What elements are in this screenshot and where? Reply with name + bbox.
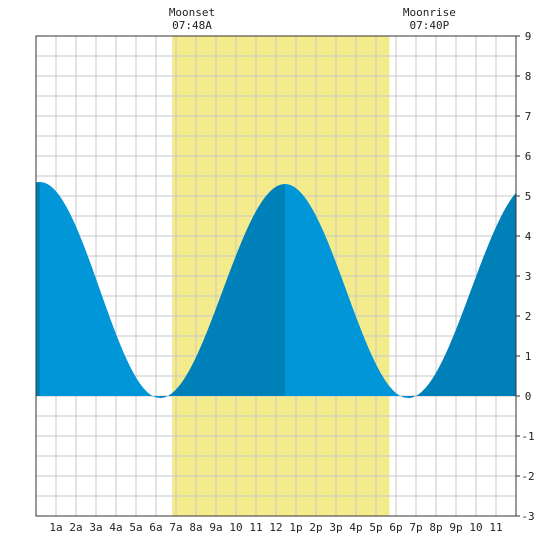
x-tick-label: 2a [69, 521, 82, 534]
y-tick-label: 9 [525, 30, 532, 43]
x-tick-label: 6p [389, 521, 402, 534]
x-tick-label: 11 [489, 521, 502, 534]
y-tick-label: 3 [525, 270, 532, 283]
y-tick-label: 1 [525, 350, 532, 363]
x-tick-label: 7a [169, 521, 182, 534]
moonrise-label: Moonrise [403, 6, 456, 19]
y-tick-label: 0 [525, 390, 532, 403]
y-tick-label: 2 [525, 310, 532, 323]
x-tick-label: 9a [209, 521, 222, 534]
x-tick-label: 5p [369, 521, 382, 534]
moonset-time-label: 07:48A [172, 19, 212, 32]
y-tick-label: 6 [525, 150, 532, 163]
x-tick-label: 1a [49, 521, 62, 534]
x-tick-label: 7p [409, 521, 422, 534]
axis-layer [35, 35, 520, 517]
falling-tide-area [285, 184, 408, 398]
x-tick-label: 10 [229, 521, 242, 534]
moonrise-time-label: 07:40P [410, 19, 450, 32]
moonset-label: Moonset [169, 6, 215, 19]
y-tick-label: -3 [521, 510, 534, 523]
rising-tide-area [408, 192, 516, 398]
x-tick-label: 2p [309, 521, 322, 534]
x-tick-label: 3a [89, 521, 102, 534]
x-tick-label: 4p [349, 521, 362, 534]
x-tick-label: 10 [469, 521, 482, 534]
y-tick-label: 7 [525, 110, 532, 123]
tide-layer [36, 182, 516, 398]
y-tick-label: -1 [521, 430, 534, 443]
x-tick-label: 1p [289, 521, 302, 534]
y-tick-label: 5 [525, 190, 532, 203]
grid-layer [36, 36, 516, 516]
x-tick-label: 9p [449, 521, 462, 534]
falling-tide-area [40, 182, 160, 398]
y-tick-label: 8 [525, 70, 532, 83]
x-tick-label: 6a [149, 521, 162, 534]
rising-tide-area [36, 182, 40, 396]
rising-tide-area [160, 184, 285, 398]
x-tick-label: 4a [109, 521, 122, 534]
x-tick-label: 8p [429, 521, 442, 534]
x-tick-label: 5a [129, 521, 142, 534]
x-tick-label: 11 [249, 521, 262, 534]
y-tick-label: 4 [525, 230, 532, 243]
x-tick-label: 3p [329, 521, 342, 534]
x-tick-label: 8a [189, 521, 202, 534]
y-tick-label: -2 [521, 470, 534, 483]
x-tick-label: 12 [269, 521, 282, 534]
